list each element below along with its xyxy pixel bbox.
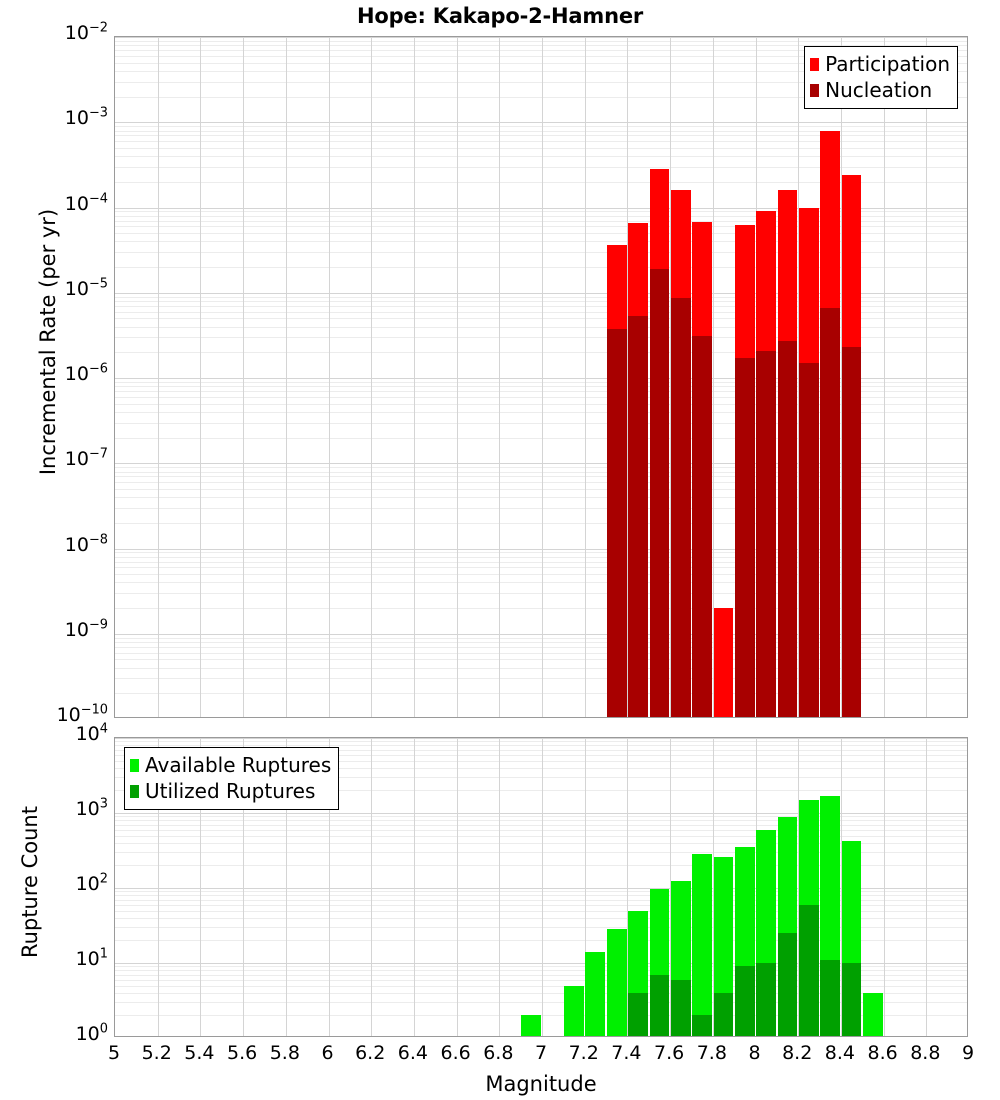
bar-utilized-ruptures — [798, 904, 819, 1036]
x-tick-label: 7.2 — [568, 1042, 599, 1064]
rupture-count-plot: Available Ruptures Utilized Ruptures — [114, 737, 968, 1037]
bar-utilized-ruptures — [756, 963, 777, 1036]
y-axis-label-bottom: Rupture Count — [18, 806, 42, 958]
y-tick-label: 10−7 — [64, 446, 108, 471]
legend-label-utilized-ruptures: Utilized Ruptures — [145, 779, 316, 803]
bar-available-ruptures — [606, 929, 627, 1036]
bar-nucleation — [756, 350, 777, 717]
bar-utilized-ruptures — [628, 992, 648, 1036]
y-tick-label: 10−2 — [64, 20, 108, 44]
x-tick-label: 6.2 — [355, 1042, 386, 1064]
bar-utilized-ruptures — [820, 959, 841, 1036]
bar-nucleation — [777, 341, 798, 717]
y-tick-label: 10−4 — [64, 191, 108, 215]
bar-nucleation — [649, 268, 670, 717]
legend-item-available-ruptures[interactable]: Available Ruptures — [130, 752, 331, 778]
x-tick-label: 7.8 — [696, 1042, 727, 1064]
x-tick-label: 7 — [534, 1042, 548, 1064]
bar-utilized-ruptures — [777, 933, 798, 1036]
x-tick-label: 9 — [961, 1042, 975, 1064]
x-tick-label: 6.8 — [483, 1042, 514, 1064]
legend-rupture-count: Available Ruptures Utilized Ruptures — [124, 747, 340, 810]
legend-label-nucleation: Nucleation — [825, 78, 933, 102]
x-tick-label: 8.4 — [824, 1042, 855, 1064]
legend-item-participation[interactable]: Participation — [810, 51, 950, 77]
x-tick-label: 5 — [107, 1042, 121, 1064]
legend-label-participation: Participation — [825, 52, 950, 76]
bar-utilized-ruptures — [734, 966, 755, 1036]
legend-item-nucleation[interactable]: Nucleation — [810, 77, 950, 103]
x-tick-label: 5.6 — [226, 1042, 258, 1064]
bar-nucleation — [820, 307, 841, 717]
bar-nucleation — [692, 336, 713, 717]
bar-nucleation — [606, 328, 627, 717]
x-tick-label: 6.6 — [440, 1042, 471, 1064]
bar-utilized-ruptures — [670, 979, 691, 1036]
participation-swatch-icon — [810, 57, 820, 71]
y-tick-label: 10−9 — [64, 617, 108, 641]
y-tick-label: 101 — [75, 946, 108, 970]
bar-nucleation — [670, 298, 691, 717]
bar-available-ruptures — [713, 856, 734, 1036]
legend-item-utilized-ruptures[interactable]: Utilized Ruptures — [130, 778, 331, 804]
x-tick-label: 7.4 — [611, 1042, 642, 1064]
y-tick-label: 10−6 — [64, 361, 108, 385]
bar-utilized-ruptures — [692, 1015, 713, 1036]
bars-incremental-rate — [115, 37, 967, 717]
bars-rupture-count — [115, 738, 967, 1036]
x-tick-label: 8 — [748, 1042, 761, 1064]
y-tick-label: 100 — [75, 1021, 108, 1045]
y-axis-label-top: Incremental Rate (per yr) — [36, 208, 60, 476]
bar-available-ruptures — [521, 1015, 542, 1036]
y-tick-label: 10−5 — [64, 276, 108, 300]
bar-nucleation — [628, 315, 648, 717]
y-tick-label: 104 — [75, 721, 108, 745]
utilized-ruptures-swatch-icon — [130, 784, 139, 798]
bar-utilized-ruptures — [713, 992, 734, 1036]
x-tick-label: 8.2 — [782, 1042, 813, 1064]
x-tick-label: 5.2 — [141, 1042, 172, 1064]
bar-available-ruptures — [692, 854, 713, 1036]
y-tick-label: 103 — [75, 796, 108, 820]
page-title: Hope: Kakapo-2-Hamner — [356, 4, 644, 28]
bar-nucleation — [734, 358, 755, 717]
bar-nucleation — [841, 347, 862, 717]
incremental-rate-plot: Participation Nucleation — [114, 36, 968, 718]
x-tick-label: 8.8 — [910, 1042, 941, 1064]
y-tick-label: 10−3 — [64, 105, 108, 130]
bar-available-ruptures — [863, 992, 883, 1036]
bar-nucleation — [798, 362, 819, 717]
nucleation-swatch-icon — [810, 83, 820, 97]
legend-incremental-rate: Participation Nucleation — [804, 46, 958, 109]
x-tick-label: 7.6 — [653, 1042, 685, 1064]
bar-participation — [713, 608, 734, 717]
bar-utilized-ruptures — [841, 963, 862, 1036]
available-ruptures-swatch-icon — [130, 758, 139, 772]
x-axis-label: Magnitude — [485, 1072, 597, 1096]
x-tick-label: 5.4 — [184, 1042, 215, 1064]
x-tick-label: 6.4 — [397, 1042, 428, 1064]
y-tick-label: 10−8 — [64, 532, 108, 556]
y-tick-label: 102 — [75, 871, 108, 895]
y-tick-label: 10−10 — [56, 702, 108, 726]
bar-available-ruptures — [585, 952, 606, 1036]
x-tick-label: 8.6 — [867, 1042, 898, 1064]
x-tick-label: 6 — [321, 1042, 334, 1064]
x-tick-label: 5.8 — [269, 1042, 300, 1064]
bar-available-ruptures — [564, 985, 584, 1036]
legend-label-available-ruptures: Available Ruptures — [145, 753, 332, 777]
bar-utilized-ruptures — [649, 974, 670, 1036]
